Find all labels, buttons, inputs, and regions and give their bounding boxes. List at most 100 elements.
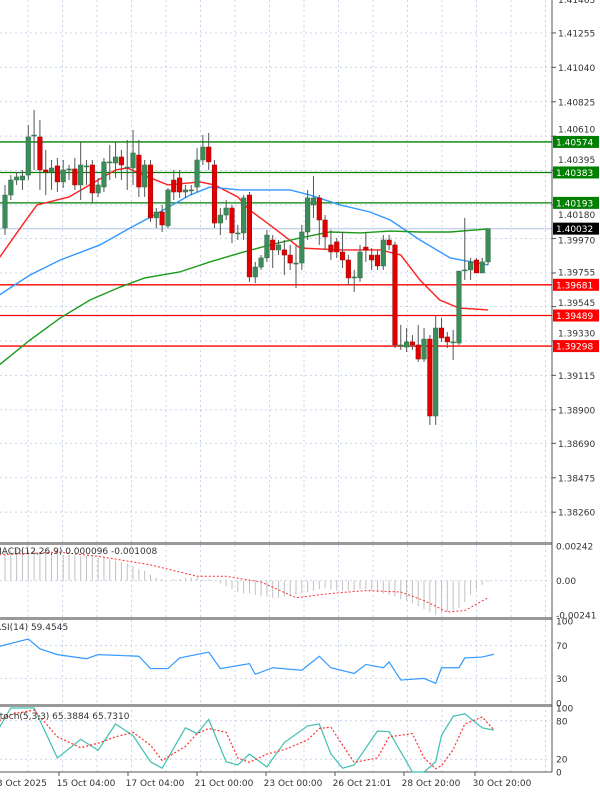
candle-body (322, 219, 328, 238)
candle-body (2, 194, 8, 229)
candle (485, 228, 491, 265)
candle (107, 144, 113, 180)
price-tick-label: 1.38260 (558, 509, 595, 519)
candle (211, 160, 218, 228)
candle-body (8, 179, 14, 196)
candle (37, 120, 43, 190)
level-label-box (553, 196, 599, 209)
panel-separator (0, 704, 552, 707)
candle (130, 129, 136, 185)
candle-body (456, 270, 462, 344)
level-label-box (553, 340, 599, 353)
candle (340, 232, 346, 268)
candle-body (159, 211, 165, 226)
candle (380, 235, 386, 270)
candle-body (299, 231, 305, 264)
macd-tick-label: 0.00 (556, 577, 576, 587)
candle (159, 204, 165, 232)
candle-body (72, 168, 78, 186)
candle (415, 324, 421, 362)
macd-tick-label: 0.00242 (556, 543, 593, 553)
candle (252, 261, 258, 284)
candle-body (217, 214, 223, 224)
candle-body (433, 327, 439, 417)
candle-body (136, 154, 142, 188)
level-label-box (553, 166, 599, 179)
candle-body (404, 341, 410, 348)
candle (450, 329, 456, 360)
candle-body (485, 228, 491, 263)
candle (83, 160, 90, 185)
candle-body (89, 164, 95, 194)
candle-body (118, 156, 124, 166)
candle-body (415, 344, 421, 360)
candle (25, 124, 31, 180)
candle (334, 237, 340, 258)
candle (479, 257, 485, 274)
candle-body (200, 146, 206, 161)
level-label: 1.39298 (556, 343, 593, 353)
macd-panel: 0.00242 0.00 -0.00241 MACD(12,26,9) 0.00009… (0, 543, 596, 622)
candle (206, 132, 212, 170)
candle-body (287, 254, 293, 264)
candle (287, 244, 293, 270)
current-price-label: 1.40032 (556, 225, 593, 235)
candle-body (165, 189, 171, 227)
candle-body (438, 327, 445, 339)
candle-body (95, 184, 101, 194)
candle (241, 195, 247, 240)
candle (177, 169, 183, 198)
rsi-tick-label: 30 (556, 675, 568, 685)
candle-body (241, 197, 247, 234)
candle-body (462, 269, 468, 272)
candle-body (78, 164, 84, 186)
candle-body (66, 168, 72, 171)
candle-body (130, 152, 136, 169)
candle (194, 148, 200, 192)
rsi-line (0, 638, 495, 685)
candle-body (427, 338, 433, 417)
candle-body (54, 165, 60, 183)
level-label: 1.40383 (556, 169, 593, 179)
candle-body (177, 177, 183, 193)
candle-body (316, 197, 322, 221)
stoch-tick-label: 20 (556, 756, 568, 766)
candle-body (19, 175, 26, 181)
candle-body (357, 251, 363, 279)
level-label-box (553, 135, 599, 148)
time-tick-label: 30 Oct 20:00 (473, 779, 532, 789)
candle (357, 244, 363, 282)
candle-body (43, 169, 49, 173)
candle-body (49, 167, 55, 173)
candle (386, 235, 392, 250)
candle-body (188, 189, 194, 192)
candle (14, 172, 20, 185)
candle-body (206, 146, 212, 163)
stoch-tick-label: 100 (556, 705, 573, 715)
candle (31, 109, 37, 170)
candle-body (275, 244, 282, 251)
moving-average-line (0, 186, 489, 296)
candle (462, 217, 468, 280)
candle-body (147, 164, 154, 219)
candle-body (153, 211, 159, 219)
candle (473, 257, 479, 274)
candle (171, 169, 177, 200)
price-tick-label: 1.40180 (558, 211, 595, 221)
price-tick-label: 1.39755 (558, 268, 595, 278)
price-tick-label: 1.40825 (558, 98, 595, 108)
macd-signal-line (0, 551, 489, 613)
candle (299, 224, 305, 270)
candle-body (252, 266, 258, 278)
candle (258, 255, 264, 270)
candle (2, 184, 8, 236)
rsi-title: RSI(14) 59.4545 (0, 623, 68, 633)
panel-separator (0, 617, 552, 620)
candle-body (473, 259, 479, 274)
candle (363, 232, 369, 262)
candle (468, 257, 474, 280)
candle (264, 229, 270, 262)
candle (293, 244, 299, 288)
candle-body (351, 276, 357, 279)
